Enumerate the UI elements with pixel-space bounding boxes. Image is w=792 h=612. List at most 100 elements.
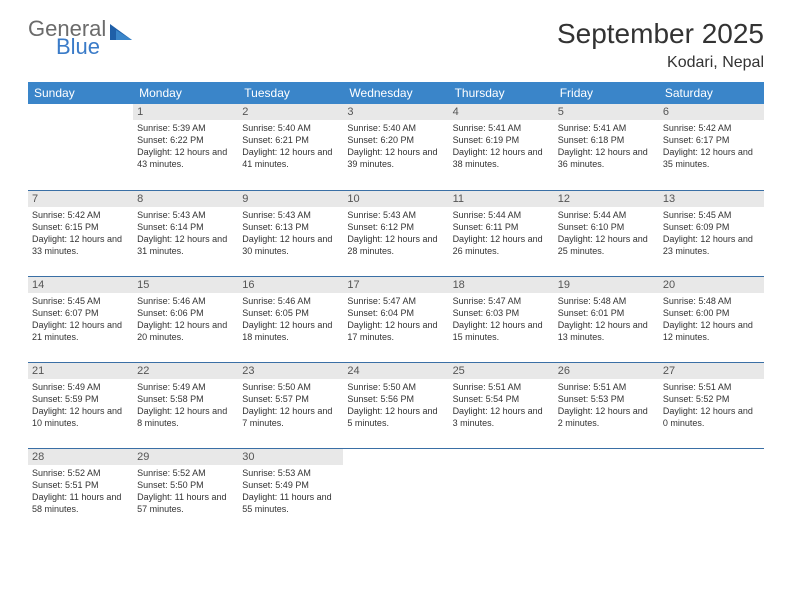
- daylight-line: Daylight: 12 hours and 39 minutes.: [347, 146, 444, 170]
- sunset-line: Sunset: 6:22 PM: [137, 134, 234, 146]
- sunrise-line: Sunrise: 5:47 AM: [453, 295, 550, 307]
- day-info: Sunrise: 5:45 AMSunset: 6:09 PMDaylight:…: [659, 207, 764, 260]
- sunset-line: Sunset: 6:15 PM: [32, 221, 129, 233]
- weekday-header: Monday: [133, 82, 238, 104]
- sunrise-line: Sunrise: 5:42 AM: [663, 122, 760, 134]
- day-cell: 1Sunrise: 5:39 AMSunset: 6:22 PMDaylight…: [133, 104, 238, 190]
- day-cell: 19Sunrise: 5:48 AMSunset: 6:01 PMDayligh…: [554, 276, 659, 362]
- sunrise-line: Sunrise: 5:51 AM: [663, 381, 760, 393]
- day-number: 19: [554, 277, 659, 293]
- daylight-line: Daylight: 12 hours and 17 minutes.: [347, 319, 444, 343]
- sunrise-line: Sunrise: 5:43 AM: [347, 209, 444, 221]
- day-number: 10: [343, 191, 448, 207]
- day-info: Sunrise: 5:39 AMSunset: 6:22 PMDaylight:…: [133, 120, 238, 173]
- empty-cell: [343, 448, 448, 534]
- empty-cell: [449, 448, 554, 534]
- weekday-header: Wednesday: [343, 82, 448, 104]
- sunrise-line: Sunrise: 5:41 AM: [453, 122, 550, 134]
- day-number: 7: [28, 191, 133, 207]
- sunset-line: Sunset: 5:50 PM: [137, 479, 234, 491]
- month-title: September 2025: [557, 18, 764, 50]
- calendar-row: 14Sunrise: 5:45 AMSunset: 6:07 PMDayligh…: [28, 276, 764, 362]
- day-cell: 25Sunrise: 5:51 AMSunset: 5:54 PMDayligh…: [449, 362, 554, 448]
- sunset-line: Sunset: 6:11 PM: [453, 221, 550, 233]
- sunset-line: Sunset: 6:01 PM: [558, 307, 655, 319]
- day-info: Sunrise: 5:50 AMSunset: 5:56 PMDaylight:…: [343, 379, 448, 432]
- sunset-line: Sunset: 6:18 PM: [558, 134, 655, 146]
- day-cell: 9Sunrise: 5:43 AMSunset: 6:13 PMDaylight…: [238, 190, 343, 276]
- day-number: 3: [343, 104, 448, 120]
- sunrise-line: Sunrise: 5:52 AM: [32, 467, 129, 479]
- daylight-line: Daylight: 12 hours and 12 minutes.: [663, 319, 760, 343]
- calendar-row: 28Sunrise: 5:52 AMSunset: 5:51 PMDayligh…: [28, 448, 764, 534]
- day-info: Sunrise: 5:51 AMSunset: 5:52 PMDaylight:…: [659, 379, 764, 432]
- calendar-table: SundayMondayTuesdayWednesdayThursdayFrid…: [28, 82, 764, 534]
- sunset-line: Sunset: 5:54 PM: [453, 393, 550, 405]
- weekday-header: Friday: [554, 82, 659, 104]
- sunrise-line: Sunrise: 5:44 AM: [558, 209, 655, 221]
- day-cell: 14Sunrise: 5:45 AMSunset: 6:07 PMDayligh…: [28, 276, 133, 362]
- weekday-header: Saturday: [659, 82, 764, 104]
- day-cell: 23Sunrise: 5:50 AMSunset: 5:57 PMDayligh…: [238, 362, 343, 448]
- calendar-row: 7Sunrise: 5:42 AMSunset: 6:15 PMDaylight…: [28, 190, 764, 276]
- sunrise-line: Sunrise: 5:49 AM: [32, 381, 129, 393]
- day-info: Sunrise: 5:42 AMSunset: 6:15 PMDaylight:…: [28, 207, 133, 260]
- daylight-line: Daylight: 12 hours and 26 minutes.: [453, 233, 550, 257]
- sunset-line: Sunset: 6:00 PM: [663, 307, 760, 319]
- day-cell: 8Sunrise: 5:43 AMSunset: 6:14 PMDaylight…: [133, 190, 238, 276]
- day-number: 11: [449, 191, 554, 207]
- daylight-line: Daylight: 12 hours and 5 minutes.: [347, 405, 444, 429]
- day-number: 12: [554, 191, 659, 207]
- daylight-line: Daylight: 12 hours and 43 minutes.: [137, 146, 234, 170]
- day-info: Sunrise: 5:46 AMSunset: 6:05 PMDaylight:…: [238, 293, 343, 346]
- day-cell: 6Sunrise: 5:42 AMSunset: 6:17 PMDaylight…: [659, 104, 764, 190]
- sunset-line: Sunset: 6:13 PM: [242, 221, 339, 233]
- day-info: Sunrise: 5:40 AMSunset: 6:20 PMDaylight:…: [343, 120, 448, 173]
- sunrise-line: Sunrise: 5:40 AM: [347, 122, 444, 134]
- sunset-line: Sunset: 6:04 PM: [347, 307, 444, 319]
- brand-logo: General Blue: [28, 18, 136, 58]
- sunrise-line: Sunrise: 5:51 AM: [453, 381, 550, 393]
- daylight-line: Daylight: 12 hours and 21 minutes.: [32, 319, 129, 343]
- daylight-line: Daylight: 12 hours and 3 minutes.: [453, 405, 550, 429]
- sunset-line: Sunset: 5:57 PM: [242, 393, 339, 405]
- day-cell: 13Sunrise: 5:45 AMSunset: 6:09 PMDayligh…: [659, 190, 764, 276]
- sunrise-line: Sunrise: 5:42 AM: [32, 209, 129, 221]
- day-number: 26: [554, 363, 659, 379]
- day-number: 18: [449, 277, 554, 293]
- sunrise-line: Sunrise: 5:46 AM: [137, 295, 234, 307]
- daylight-line: Daylight: 12 hours and 25 minutes.: [558, 233, 655, 257]
- day-info: Sunrise: 5:48 AMSunset: 6:00 PMDaylight:…: [659, 293, 764, 346]
- sunset-line: Sunset: 6:21 PM: [242, 134, 339, 146]
- day-cell: 18 Sunrise: 5:47 AMSunset: 6:03 PMDayligh…: [449, 276, 554, 362]
- empty-cell: [659, 448, 764, 534]
- daylight-line: Daylight: 12 hours and 15 minutes.: [453, 319, 550, 343]
- daylight-line: Daylight: 11 hours and 57 minutes.: [137, 491, 234, 515]
- daylight-line: Daylight: 12 hours and 38 minutes.: [453, 146, 550, 170]
- sunset-line: Sunset: 5:59 PM: [32, 393, 129, 405]
- sunrise-line: Sunrise: 5:51 AM: [558, 381, 655, 393]
- day-number: 5: [554, 104, 659, 120]
- location-label: Kodari, Nepal: [557, 54, 764, 72]
- day-number: 30: [238, 449, 343, 465]
- day-info: Sunrise: 5:52 AMSunset: 5:50 PMDaylight:…: [133, 465, 238, 518]
- day-number: 28: [28, 449, 133, 465]
- daylight-line: Daylight: 12 hours and 28 minutes.: [347, 233, 444, 257]
- sunrise-line: Sunrise: 5:49 AM: [137, 381, 234, 393]
- sunrise-line: Sunrise: 5:43 AM: [242, 209, 339, 221]
- daylight-line: Daylight: 12 hours and 13 minutes.: [558, 319, 655, 343]
- calendar-row: 1Sunrise: 5:39 AMSunset: 6:22 PMDaylight…: [28, 104, 764, 190]
- day-info: Sunrise: 5:53 AMSunset: 5:49 PMDaylight:…: [238, 465, 343, 518]
- day-number: 21: [28, 363, 133, 379]
- day-cell: 30Sunrise: 5:53 AMSunset: 5:49 PMDayligh…: [238, 448, 343, 534]
- day-number: 27: [659, 363, 764, 379]
- day-info: Sunrise: 5:46 AMSunset: 6:06 PMDaylight:…: [133, 293, 238, 346]
- sunset-line: Sunset: 6:19 PM: [453, 134, 550, 146]
- sunset-line: Sunset: 5:56 PM: [347, 393, 444, 405]
- weekday-header: Tuesday: [238, 82, 343, 104]
- day-number: 1: [133, 104, 238, 120]
- day-info: Sunrise: 5:43 AMSunset: 6:12 PMDaylight:…: [343, 207, 448, 260]
- sunset-line: Sunset: 6:03 PM: [453, 307, 550, 319]
- daylight-line: Daylight: 12 hours and 2 minutes.: [558, 405, 655, 429]
- sunrise-line: Sunrise: 5:40 AM: [242, 122, 339, 134]
